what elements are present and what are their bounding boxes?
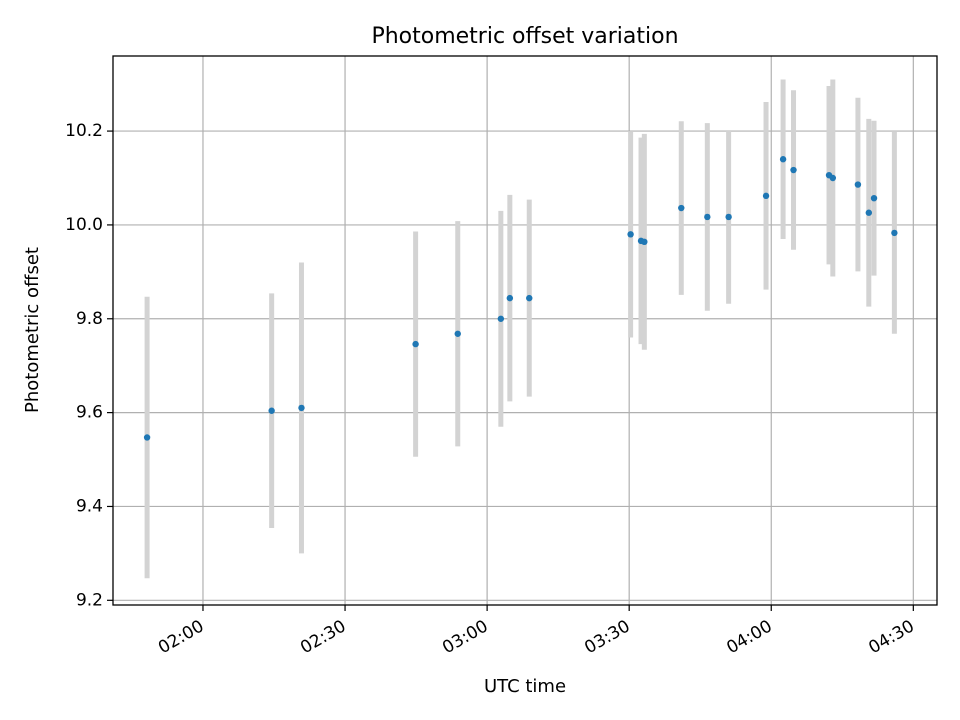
data-point — [870, 194, 878, 202]
data-point — [891, 229, 898, 237]
error-bars — [144, 79, 897, 579]
data-point — [854, 181, 862, 188]
y-tick-label: 9.6 — [76, 403, 103, 423]
grid-lines — [113, 56, 937, 605]
data-point — [641, 238, 648, 246]
chart-title: Photometric offset variation — [371, 24, 678, 49]
y-tick-label: 10.0 — [65, 215, 103, 235]
data-point — [412, 340, 419, 348]
y-axis-label: Photometric offset — [22, 247, 43, 413]
x-tick-label: 02:00 — [155, 616, 207, 658]
y-tick-label: 9.8 — [76, 309, 103, 329]
y-tick-label: 9.4 — [76, 496, 103, 516]
data-point — [143, 434, 151, 441]
data-point — [865, 209, 873, 216]
data-point — [526, 294, 533, 302]
data-point — [725, 213, 732, 221]
data-point — [762, 192, 770, 200]
y-tick-label: 10.2 — [65, 121, 103, 141]
data-point — [268, 407, 275, 414]
x-tick-label: 03:00 — [439, 616, 491, 658]
plot-area-frame — [112, 55, 938, 606]
data-point — [298, 404, 305, 412]
x-axis-label: UTC time — [484, 676, 566, 697]
data-point — [829, 174, 837, 182]
data-point — [497, 315, 505, 322]
data-point — [506, 294, 514, 302]
x-tick-label: 02:30 — [297, 616, 349, 658]
data-point — [454, 330, 461, 337]
data-points — [143, 156, 898, 441]
x-tick-label: 04:30 — [865, 616, 917, 658]
x-tick-label: 04:00 — [723, 616, 775, 658]
data-point — [678, 204, 685, 212]
data-point — [779, 156, 787, 163]
data-point — [704, 213, 711, 221]
data-point — [627, 231, 634, 238]
x-tick-label: 03:30 — [581, 616, 633, 658]
y-tick-label: 9.2 — [76, 590, 103, 610]
data-point — [790, 166, 797, 174]
axis-ticks: 02:00 02:30 03:00 03:30 04:00 04:30 9.2 9.4 9.6 9… — [65, 121, 918, 658]
